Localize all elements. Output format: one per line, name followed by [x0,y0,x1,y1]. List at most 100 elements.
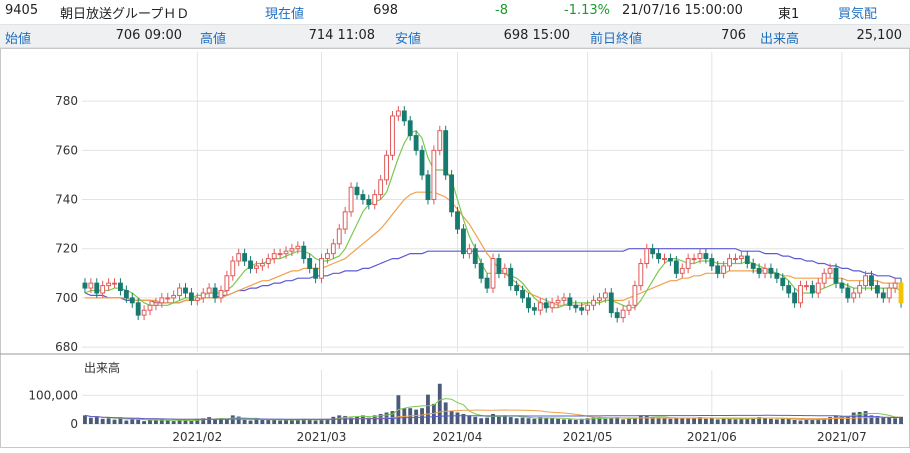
quote-label: 買気配 [838,7,878,22]
volume-bar [189,420,194,424]
volume-bar [633,418,637,424]
volume-bar [355,416,359,424]
volume-bar [449,411,454,424]
candle-body [614,312,620,319]
open-label: 始値 [5,32,32,47]
candle-body [431,149,437,201]
candle-body [112,282,117,285]
volume-bar [703,418,708,424]
volume-bar [609,418,614,424]
volume-bar [662,418,667,424]
candle-body [650,248,656,255]
price-ytick-label: 700 [55,291,78,305]
volume-ytick-label: 100,000 [28,388,78,402]
candle-body [100,285,106,294]
price-change: -8 [495,3,508,18]
volume-bar [585,418,590,424]
candle-body [159,297,165,304]
volume-bar [83,415,87,424]
candle-body [756,267,762,274]
volume-bar [414,409,419,424]
volume-bar [467,415,472,424]
volume-bar [757,417,762,424]
candle-body [721,265,727,274]
volume-bar [313,420,318,424]
stock-chart-svg: 680 700 720 740 760 780 出来高 0 100,000 2021/02 2… [0,48,910,448]
candle-body [851,292,857,299]
candle-body [301,245,307,260]
volume-bar [899,416,903,424]
volume-bar [106,418,111,424]
volume-bar [153,420,158,424]
volume-bar [532,418,537,424]
volume-bar [437,383,442,424]
x-tick-label: 2021/02 [172,430,222,444]
candle-body [360,194,366,201]
volume-bar [550,418,555,424]
candle-body [478,262,484,279]
quote-datetime: 21/07/16 15:00:00 [622,3,743,18]
volume-bar [290,419,294,424]
volume-bar [573,419,578,424]
volume-bar [538,417,543,424]
candle-body [123,290,129,299]
volume-ytick-label: 0 [70,417,78,431]
volume-bar [745,418,750,424]
candle-body [738,255,744,260]
candle-body [874,285,880,294]
candle-body [656,253,662,260]
candle-body [514,285,520,292]
volume-bar [130,418,135,424]
volume-bar [786,418,791,424]
volume-bar [763,418,767,424]
candle-body [679,267,685,274]
volume-bar [644,415,649,424]
candle-body [254,265,259,269]
candle-body [277,253,283,256]
volume-bar [556,418,560,424]
volume-panel-title: 出来高 [84,360,120,375]
candle-body [295,245,301,250]
high-label: 高値 [200,32,227,47]
candle-body [827,267,833,274]
candle-body [845,287,851,299]
volume-bar [893,418,898,424]
volume-bar [183,420,188,424]
candle-body [348,186,354,213]
candle-body [218,290,224,299]
quote-header-row2: 始値 706 09:00 高値 714 11:08 安値 698 15:00 前… [0,24,910,48]
volume-bar [337,415,342,424]
volume-bar [721,418,726,424]
current-price-value: 698 [373,3,398,18]
candle-body [561,297,567,301]
volume-bar [284,419,288,424]
volume-bar [650,417,655,424]
candle-body [490,258,496,289]
candle-body [667,258,673,262]
candle-body [461,228,466,255]
open-value: 706 09:00 [115,28,182,43]
volume-bar [709,418,714,424]
volume-bar [627,418,631,424]
candle-body [354,186,360,196]
volume-bar [485,417,490,424]
prev-close-value: 706 [721,28,746,43]
volume-bar [887,417,892,424]
candle-body [620,309,626,319]
market-name: 東1 [778,7,800,22]
volume-bar [195,418,200,424]
volume-bar [343,415,348,424]
volume-bar [118,417,123,424]
x-tick-label: 2021/04 [433,430,483,444]
volume-bar [331,416,336,424]
volume-bar [792,419,797,424]
candle-body [555,299,561,304]
candle-body [307,258,313,269]
volume-bar [881,417,886,424]
volume-bar [349,417,353,424]
volume-bar [360,415,365,424]
volume-bar [479,418,484,424]
candle-body [194,297,200,301]
candle-body [520,290,525,299]
volume-bar [816,418,821,424]
